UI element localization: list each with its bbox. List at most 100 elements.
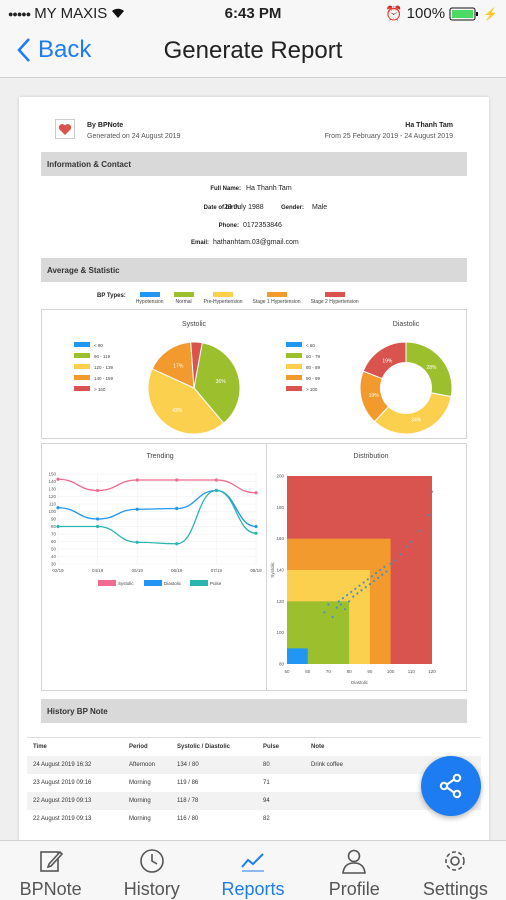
cell-bp: 116 / 80 bbox=[177, 816, 199, 822]
y-tick-label: 180 bbox=[276, 505, 284, 510]
legend-label: < 90 bbox=[94, 343, 103, 348]
gear-icon bbox=[445, 851, 466, 871]
col-time: Time bbox=[33, 744, 47, 750]
y-tick-label: 90 bbox=[51, 517, 57, 522]
legend-swatch bbox=[74, 342, 90, 347]
person-icon bbox=[342, 849, 367, 874]
fullname-label: Full Name: bbox=[210, 186, 241, 192]
scatter-point bbox=[348, 600, 351, 603]
patient-name-header: Ha Thanh Tam bbox=[405, 122, 453, 129]
tab-label: Settings bbox=[422, 879, 488, 899]
y-tick-label: 110 bbox=[49, 502, 57, 507]
history-header-row: Time Period Systolic / Diastolic Pulse N… bbox=[27, 738, 481, 756]
scatter-point bbox=[327, 603, 330, 606]
status-bar: ●●●●● MY MAXIS 6:43 PM ⏰ 100% ⚡ bbox=[0, 0, 506, 28]
page-title: Generate Report bbox=[163, 37, 343, 64]
y-tick-label: 200 bbox=[276, 474, 284, 479]
table-row[interactable]: 23 August 2019 09:16 Morning 119 / 86 71 bbox=[27, 774, 481, 792]
y-tick-label: 160 bbox=[276, 536, 284, 541]
donut-hole bbox=[380, 362, 432, 414]
series-point bbox=[96, 488, 100, 493]
tab-history[interactable]: History bbox=[101, 841, 202, 900]
slice-label: 34% bbox=[411, 417, 422, 423]
scatter-point bbox=[323, 611, 326, 614]
x-axis-label: Diastolic bbox=[351, 680, 369, 685]
phone-value: 0172353846 bbox=[243, 222, 282, 229]
pie-charts-panel: Systolic < 90 90 - 119 120 - 139 140 - 159 > … bbox=[41, 309, 467, 439]
section-info-header: Information & Contact bbox=[41, 152, 467, 176]
slice-label: 43% bbox=[172, 408, 183, 414]
legend-label: > 100 bbox=[306, 387, 318, 392]
cell-period: Morning bbox=[123, 792, 171, 810]
y-tick-label: 130 bbox=[48, 487, 56, 492]
cell-period: Morning bbox=[129, 816, 151, 822]
tab-bpnote[interactable]: BPNote bbox=[0, 841, 101, 900]
legend-label: 120 - 139 bbox=[94, 365, 114, 370]
table-row[interactable]: 22 August 2019 09:13 Morning 116 / 80 82 bbox=[27, 810, 481, 828]
legend-swatch bbox=[74, 386, 90, 391]
bp-type-label: Stage 1 Hypertension bbox=[252, 299, 301, 305]
series-point bbox=[254, 524, 258, 529]
bp-types-legend: BP Types: Hypotension Normal Pre-Hypertens… bbox=[97, 292, 359, 305]
chart-title: Trending bbox=[146, 453, 173, 460]
legend-swatch bbox=[74, 364, 90, 369]
brand-line: By BPNote bbox=[87, 122, 124, 129]
slice-label: 28% bbox=[427, 365, 438, 371]
cell-pulse: 94 bbox=[257, 792, 305, 810]
series-line bbox=[58, 489, 257, 545]
wifi-icon bbox=[112, 8, 125, 18]
report-document[interactable]: By BPNote Generated on 24 August 2019 Ha… bbox=[19, 97, 489, 857]
dob-label: Date of birth: bbox=[203, 205, 241, 211]
series-point bbox=[56, 506, 60, 510]
legend-label: 90 - 119 bbox=[94, 354, 111, 359]
cell-bp: 119 / 86 bbox=[177, 780, 199, 786]
cell-bp: 134 / 80 bbox=[171, 756, 257, 774]
series-point bbox=[96, 524, 100, 529]
distribution-panel: Distribution 50 60 70 80 90 100 110 120 80 100 120 1… bbox=[266, 443, 467, 691]
y-axis-label: Systolic bbox=[270, 562, 275, 578]
scatter-point bbox=[381, 573, 384, 576]
tab-profile[interactable]: Profile bbox=[304, 841, 405, 900]
scatter-point bbox=[383, 565, 386, 568]
legend-swatch bbox=[286, 342, 302, 347]
scatter-point bbox=[379, 568, 382, 572]
cell-period: Morning bbox=[129, 780, 151, 786]
scatter-point bbox=[385, 570, 388, 573]
series-point bbox=[135, 507, 139, 511]
back-button[interactable]: Back bbox=[16, 36, 91, 64]
nav-bar: Back Generate Report bbox=[0, 28, 506, 78]
legend-swatch bbox=[286, 386, 302, 391]
table-row[interactable]: 24 August 2019 16:32 Afternoon 134 / 80 … bbox=[27, 756, 481, 774]
legend-swatch bbox=[74, 353, 90, 358]
signal-icon: ●●●●● bbox=[8, 8, 31, 19]
scatter-point bbox=[360, 589, 363, 592]
scatter-point bbox=[374, 572, 378, 575]
charging-icon: ⚡ bbox=[483, 6, 498, 21]
col-note: Note bbox=[311, 744, 325, 750]
series-point bbox=[135, 540, 139, 544]
series-point bbox=[96, 517, 100, 521]
cell-time: 22 August 2019 09:13 bbox=[33, 816, 92, 822]
pie-slice bbox=[190, 341, 203, 389]
cell-time: 23 August 2019 09:16 bbox=[33, 780, 92, 786]
tab-reports[interactable]: Reports bbox=[202, 841, 303, 900]
scatter-point bbox=[352, 595, 355, 598]
tab-label: Reports bbox=[221, 879, 285, 899]
scatter-point bbox=[418, 529, 421, 532]
series-point bbox=[214, 488, 218, 493]
carrier-name: MY MAXIS bbox=[34, 5, 108, 22]
y-tick-label: 140 bbox=[48, 479, 56, 484]
bp-type-label: Hypotension bbox=[135, 299, 164, 305]
y-tick-label: 120 bbox=[276, 599, 284, 604]
pie-slice bbox=[193, 342, 241, 424]
y-tick-label: 100 bbox=[48, 509, 56, 514]
carrier: ●●●●● MY MAXIS bbox=[8, 5, 125, 22]
scatter-point bbox=[430, 490, 434, 493]
gender-label: Gender: bbox=[281, 205, 305, 211]
share-button[interactable] bbox=[421, 756, 481, 816]
table-row[interactable]: 22 August 2019 09:13 Morning 118 / 78 94 bbox=[27, 792, 481, 810]
tab-settings[interactable]: Settings bbox=[405, 841, 506, 900]
cell-time: 24 August 2019 16:32 bbox=[27, 756, 123, 774]
scatter-point bbox=[354, 587, 357, 590]
bp-type-swatch bbox=[324, 292, 345, 297]
